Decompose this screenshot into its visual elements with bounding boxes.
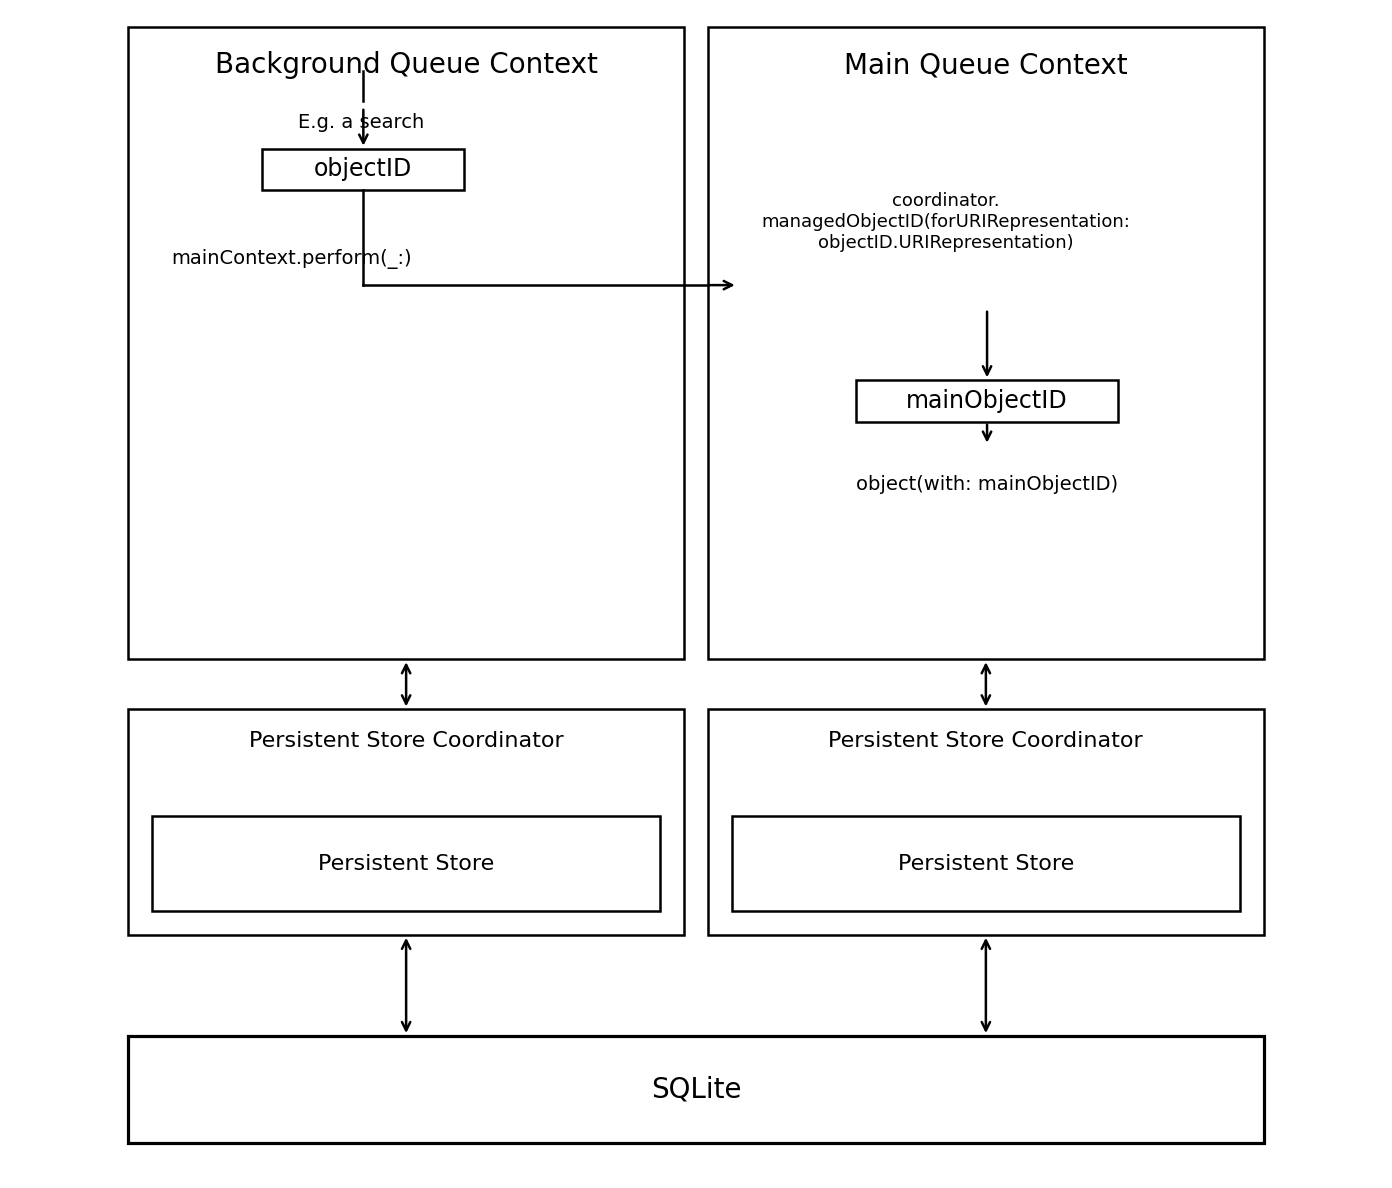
Text: E.g. a search: E.g. a search: [298, 113, 425, 132]
Text: coordinator.
managedObjectID(forURIRepresentation:
objectID.URIRepresentation): coordinator. managedObjectID(forURIRepre…: [761, 192, 1130, 252]
Text: Persistent Store Coordinator: Persistent Store Coordinator: [249, 731, 564, 751]
FancyBboxPatch shape: [128, 1036, 1264, 1143]
FancyBboxPatch shape: [856, 380, 1118, 422]
FancyBboxPatch shape: [709, 709, 1264, 935]
FancyBboxPatch shape: [128, 709, 683, 935]
Text: Persistent Store: Persistent Store: [317, 854, 494, 873]
Text: object(with: mainObjectID): object(with: mainObjectID): [856, 475, 1118, 494]
FancyBboxPatch shape: [152, 816, 660, 911]
Text: Persistent Store Coordinator: Persistent Store Coordinator: [828, 731, 1143, 751]
FancyBboxPatch shape: [709, 27, 1264, 659]
Text: mainContext.perform(_:): mainContext.perform(_:): [171, 249, 412, 270]
Text: objectID: objectID: [315, 157, 412, 182]
Text: Main Queue Context: Main Queue Context: [844, 51, 1128, 80]
Text: Background Queue Context: Background Queue Context: [214, 51, 597, 80]
Text: SQLite: SQLite: [650, 1075, 742, 1104]
FancyBboxPatch shape: [128, 27, 683, 659]
Text: Persistent Store: Persistent Store: [898, 854, 1075, 873]
FancyBboxPatch shape: [262, 148, 465, 190]
Text: mainObjectID: mainObjectID: [906, 388, 1068, 413]
FancyBboxPatch shape: [732, 816, 1240, 911]
